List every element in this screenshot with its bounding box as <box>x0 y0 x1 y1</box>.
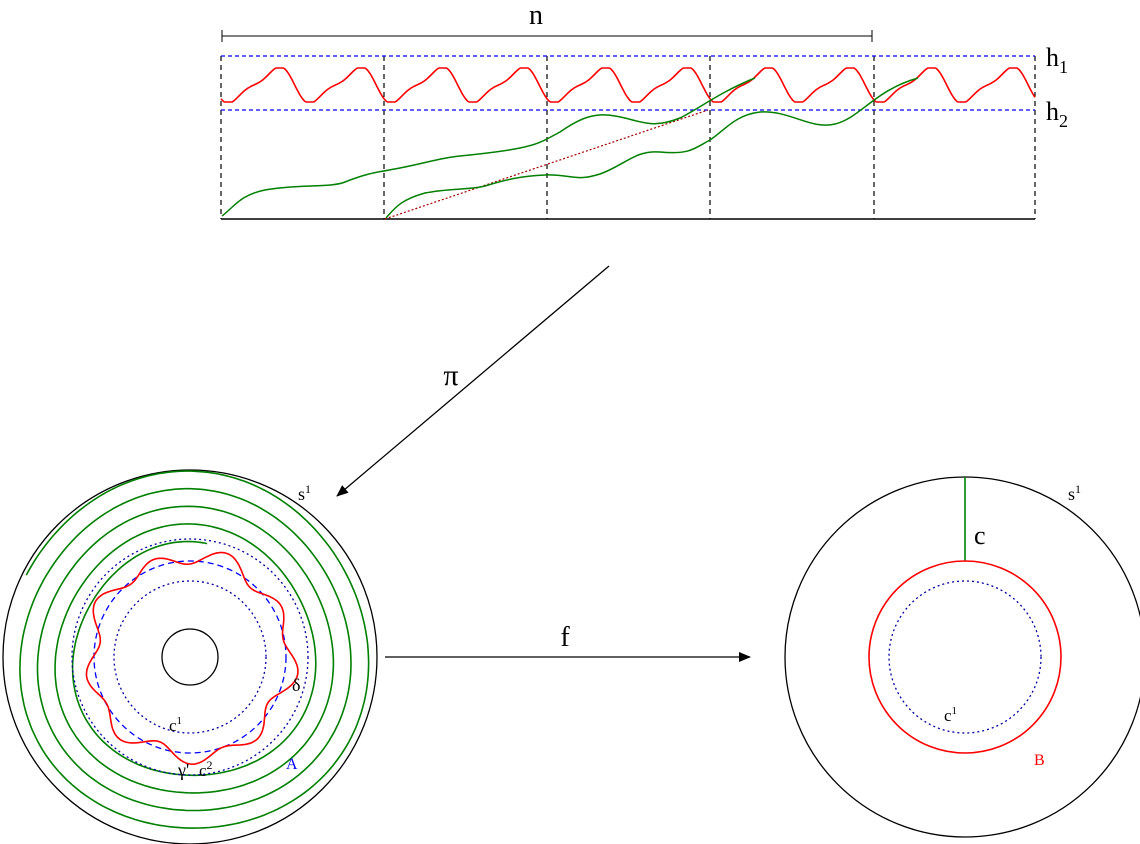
label-c2-base: c <box>199 761 207 780</box>
label-c1-right: c1 <box>944 705 957 725</box>
label-h1-base: h <box>1046 43 1059 72</box>
label-h2-sub: 2 <box>1059 111 1068 131</box>
gamma-prime-circle <box>93 560 287 754</box>
red-circle-B <box>868 560 1062 754</box>
left-annulus <box>2 469 378 844</box>
c1-circle-right <box>888 580 1042 734</box>
label-c1-right-base: c <box>944 706 952 725</box>
label-s1-right: s1 <box>1068 482 1081 504</box>
strip-dividers <box>220 56 1036 219</box>
label-c1-right-sup: 1 <box>952 705 958 717</box>
label-c1-left: c1 <box>169 715 182 735</box>
label-h1: h1 <box>1046 43 1068 77</box>
n-bracket <box>221 30 873 42</box>
label-h2-base: h <box>1046 97 1059 126</box>
left-inner-hole <box>161 628 219 686</box>
label-delta: δ <box>292 675 300 695</box>
label-s1-left: s1 <box>298 482 311 504</box>
label-A: A <box>286 756 298 773</box>
label-gamma-prime: γ' <box>177 760 189 780</box>
red-wave-curve <box>220 67 1036 103</box>
green-spiral-curve <box>19 470 370 829</box>
label-h1-sub: 1 <box>1059 57 1068 77</box>
c1-circle-left <box>113 580 267 734</box>
c2-circle <box>71 538 309 776</box>
label-c2: c2 <box>199 758 213 780</box>
pi-arrow <box>336 265 610 497</box>
green-lift-curve-1 <box>221 77 756 217</box>
red-loop-curve <box>85 551 299 766</box>
label-n: n <box>529 0 543 31</box>
left-outer-circle <box>2 469 378 844</box>
dotted-lift-line <box>384 109 709 220</box>
right-outer-circle <box>784 476 1140 838</box>
label-c: c <box>974 521 986 550</box>
label-B: B <box>1034 752 1045 769</box>
label-pi: π <box>443 359 458 392</box>
label-c1-left-sup: 1 <box>177 715 183 727</box>
label-s1-left-base: s <box>298 484 305 504</box>
label-s1-left-sup: 1 <box>305 482 311 496</box>
label-h2: h2 <box>1046 97 1068 131</box>
label-c2-sup: 2 <box>207 758 213 772</box>
label-s1-right-sup: 1 <box>1075 482 1081 496</box>
strip-diagram <box>220 30 1036 220</box>
right-annulus <box>784 476 1140 838</box>
green-lift-curve-2 <box>385 77 919 219</box>
label-f: f <box>560 622 570 653</box>
label-c1-left-base: c <box>169 716 177 735</box>
label-s1-right-base: s <box>1068 484 1075 504</box>
